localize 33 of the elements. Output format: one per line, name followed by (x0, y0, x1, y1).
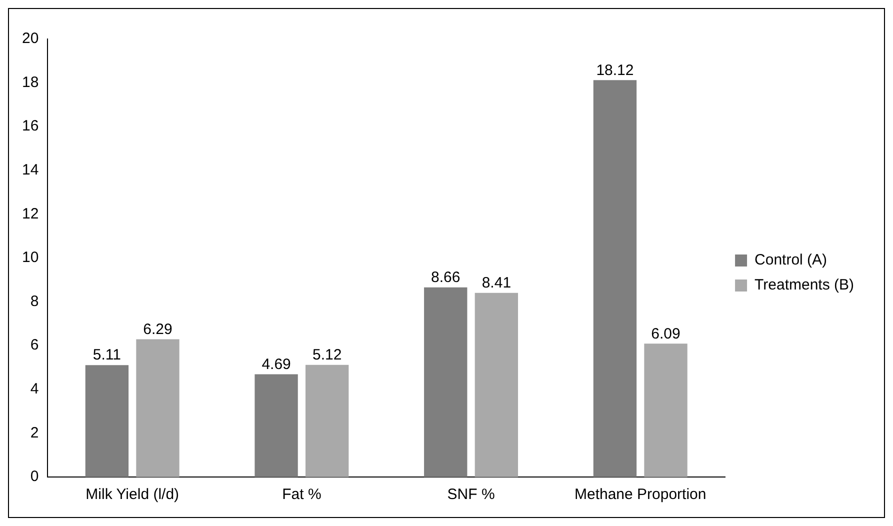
y-tick-label: 16 (22, 118, 39, 135)
data-label: 6.09 (651, 325, 680, 342)
data-label: 8.41 (482, 274, 512, 292)
bar (306, 364, 349, 477)
bar (644, 344, 688, 477)
data-label: 6.29 (143, 320, 172, 338)
data-label: 18.12 (596, 62, 634, 79)
bar (474, 292, 518, 477)
x-tick-label: Milk Yield (l/d) (86, 486, 180, 504)
bar (85, 365, 129, 477)
data-label: 4.69 (262, 356, 291, 373)
data-label: 5.12 (312, 346, 342, 364)
y-tick-label: 20 (22, 30, 39, 48)
y-tick-label: 6 (30, 336, 39, 354)
bar (593, 80, 637, 477)
bar (254, 374, 298, 477)
y-tick-label: 18 (22, 74, 39, 91)
x-tick-label: Methane Proportion (574, 486, 706, 504)
legend-label: Control (A) (754, 252, 828, 269)
y-tick-label: 2 (30, 424, 39, 442)
y-tick-label: 14 (22, 162, 39, 179)
y-tick-label: 4 (30, 380, 39, 398)
x-tick-label: Fat % (282, 486, 322, 504)
data-label: 8.66 (431, 268, 460, 286)
y-tick-label: 8 (30, 292, 39, 310)
x-tick-label: SNF % (447, 486, 495, 504)
y-tick-label: 10 (22, 249, 39, 266)
data-label: 5.11 (92, 346, 121, 364)
y-tick-label: 12 (22, 205, 39, 222)
legend-label: Treatments (B) (754, 276, 854, 294)
bar (424, 287, 468, 477)
y-tick-label: 0 (30, 468, 39, 486)
bar (136, 339, 180, 477)
